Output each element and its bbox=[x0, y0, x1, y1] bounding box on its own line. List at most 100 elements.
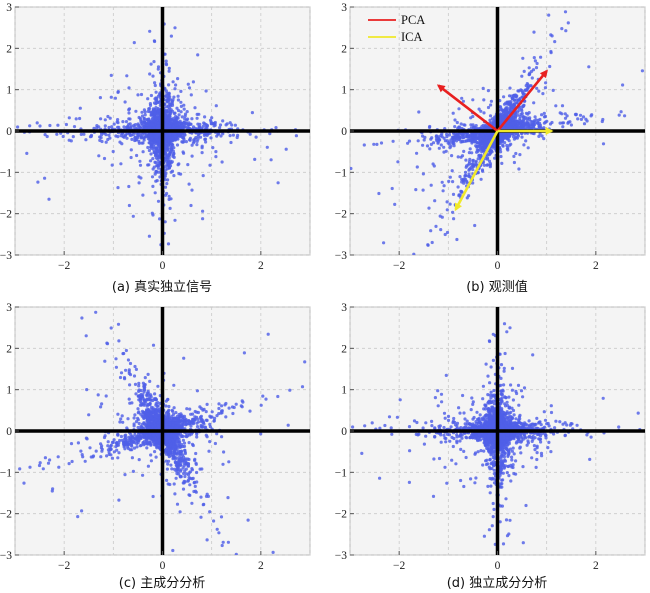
scatter-point bbox=[464, 158, 468, 162]
scatter-point bbox=[139, 135, 144, 139]
scatter-point bbox=[189, 93, 193, 97]
scatter-point bbox=[84, 138, 88, 142]
scatter-point bbox=[454, 139, 459, 143]
scatter-point bbox=[432, 164, 436, 168]
scatter-point bbox=[152, 165, 156, 169]
scatter-point bbox=[538, 132, 542, 136]
scatter-point bbox=[177, 162, 181, 166]
scatter-point bbox=[483, 143, 487, 147]
scatter-point bbox=[108, 136, 112, 140]
scatter-point bbox=[578, 113, 583, 117]
scatter-point bbox=[150, 142, 154, 146]
scatter-point bbox=[67, 116, 71, 120]
scatter-point bbox=[153, 81, 157, 85]
scatter-point bbox=[525, 88, 529, 92]
scatter-point bbox=[196, 53, 200, 57]
scatter-point bbox=[61, 134, 65, 139]
scatter-point bbox=[390, 186, 394, 191]
scatter-point bbox=[88, 135, 93, 139]
scatter-point bbox=[172, 151, 176, 156]
scatter-point bbox=[516, 133, 520, 137]
scatter-point bbox=[98, 96, 102, 100]
scatter-point bbox=[38, 124, 42, 128]
scatter-point bbox=[228, 121, 232, 125]
scatter-point bbox=[471, 98, 475, 102]
scatter-point bbox=[148, 103, 153, 107]
scatter-point bbox=[499, 154, 503, 159]
scatter-point bbox=[542, 111, 546, 115]
scatter-point bbox=[116, 90, 120, 94]
scatter-point bbox=[551, 88, 555, 92]
scatter-point bbox=[474, 163, 478, 167]
scatter-point bbox=[167, 166, 171, 170]
scatter-point bbox=[124, 120, 129, 124]
scatter-point bbox=[442, 145, 446, 149]
scatter-point bbox=[144, 126, 148, 130]
scatter-point bbox=[142, 116, 146, 120]
scatter-point bbox=[462, 123, 466, 127]
scatter-point bbox=[79, 132, 83, 136]
scatter-point bbox=[443, 232, 447, 237]
scatter-point bbox=[554, 104, 558, 108]
scatter-point bbox=[512, 154, 516, 158]
scatter-point bbox=[504, 101, 508, 105]
scatter-point bbox=[520, 135, 524, 139]
scatter-point bbox=[522, 143, 526, 147]
scatter-point bbox=[130, 137, 134, 141]
scatter-point bbox=[137, 139, 141, 143]
scatter-point bbox=[92, 126, 96, 130]
scatter-point bbox=[149, 93, 153, 98]
scatter-point bbox=[382, 241, 386, 245]
scatter-point bbox=[165, 105, 169, 109]
scatter-point bbox=[72, 125, 77, 129]
scatter-point bbox=[540, 134, 544, 138]
scatter-point bbox=[214, 155, 218, 159]
scatter-point bbox=[461, 99, 465, 103]
scatter-point bbox=[187, 86, 192, 90]
scatter-point bbox=[168, 152, 172, 156]
scatter-point bbox=[164, 140, 168, 144]
scatter-point bbox=[563, 116, 568, 120]
scatter-point bbox=[179, 104, 183, 108]
scatter-point bbox=[520, 109, 524, 113]
scatter-point bbox=[166, 145, 170, 149]
scatter-point bbox=[426, 243, 430, 247]
scatter-point bbox=[472, 125, 476, 129]
scatter-point bbox=[561, 121, 566, 125]
scatter-point bbox=[140, 114, 145, 118]
scatter-point bbox=[214, 150, 218, 154]
scatter-point bbox=[516, 110, 520, 114]
scatter-point bbox=[414, 188, 418, 192]
scatter-point bbox=[176, 94, 180, 98]
scatter-point bbox=[439, 143, 443, 147]
scatter-point bbox=[102, 156, 107, 161]
scatter-point bbox=[97, 154, 101, 158]
x-tick-label: −2 bbox=[58, 260, 70, 272]
scatter-point bbox=[224, 123, 228, 127]
scatter-point bbox=[477, 136, 481, 140]
scatter-point bbox=[490, 117, 494, 121]
scatter-point bbox=[158, 175, 162, 179]
scatter-point bbox=[482, 98, 486, 102]
scatter-point bbox=[151, 184, 155, 188]
scatter-point bbox=[558, 121, 562, 125]
scatter-point bbox=[448, 175, 452, 179]
scatter-point bbox=[167, 83, 171, 87]
scatter-point bbox=[142, 119, 146, 123]
scatter-point bbox=[486, 89, 490, 93]
scatter-point bbox=[520, 74, 524, 78]
scatter-point bbox=[116, 135, 120, 139]
scatter-point bbox=[423, 135, 427, 139]
scatter-point bbox=[78, 116, 82, 121]
scatter-point bbox=[166, 178, 170, 182]
scatter-point bbox=[621, 83, 625, 87]
scatter-point bbox=[511, 105, 516, 109]
scatter-point bbox=[476, 157, 480, 161]
scatter-point bbox=[165, 182, 169, 186]
scatter-point bbox=[457, 125, 461, 129]
scatter-point bbox=[513, 94, 518, 98]
scatter-point bbox=[486, 153, 490, 157]
scatter-point bbox=[452, 217, 456, 221]
scatter-point bbox=[153, 83, 157, 88]
scatter-point bbox=[455, 237, 459, 242]
